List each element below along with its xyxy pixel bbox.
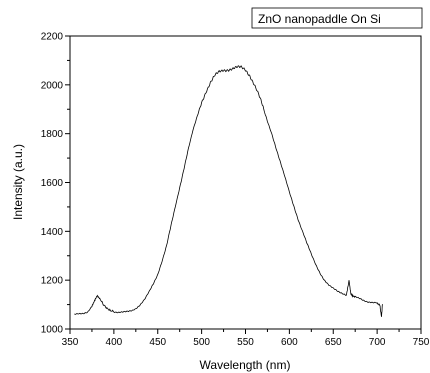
x-tick-label: 650	[325, 337, 342, 348]
y-tick-label: 1200	[41, 276, 64, 287]
x-tick-label: 750	[413, 337, 430, 348]
x-axis-title: Wavelength (nm)	[200, 358, 291, 372]
legend: ZnO nanopaddle On Si	[251, 7, 423, 29]
y-tick-label: 2200	[41, 32, 64, 43]
x-tick-label: 700	[369, 337, 386, 348]
legend-box	[251, 7, 423, 29]
x-tick-label: 550	[237, 337, 254, 348]
series-line-zno-nanopaddle	[74, 65, 383, 317]
y-tick-label: 1400	[41, 227, 64, 238]
y-axis-title: Intensity (a.u.)	[11, 144, 25, 220]
y-tick-label: 1000	[41, 325, 64, 336]
x-tick-label: 400	[106, 337, 123, 348]
y-axis: 1000 1200 1400 1600 1800 2000 2200	[41, 32, 70, 336]
y-tick-label: 2000	[41, 80, 64, 91]
x-tick-label: 450	[149, 337, 166, 348]
y-tick-label: 1600	[41, 178, 64, 189]
x-tick-label: 350	[62, 337, 79, 348]
plot-area-frame	[69, 35, 422, 330]
legend-label: ZnO nanopaddle On Si	[258, 12, 381, 26]
x-tick-label: 600	[281, 337, 298, 348]
y-tick-label: 1800	[41, 129, 64, 140]
x-axis: 350 400 450 500 550 600 650 700 750	[62, 329, 430, 348]
x-tick-label: 500	[193, 337, 210, 348]
